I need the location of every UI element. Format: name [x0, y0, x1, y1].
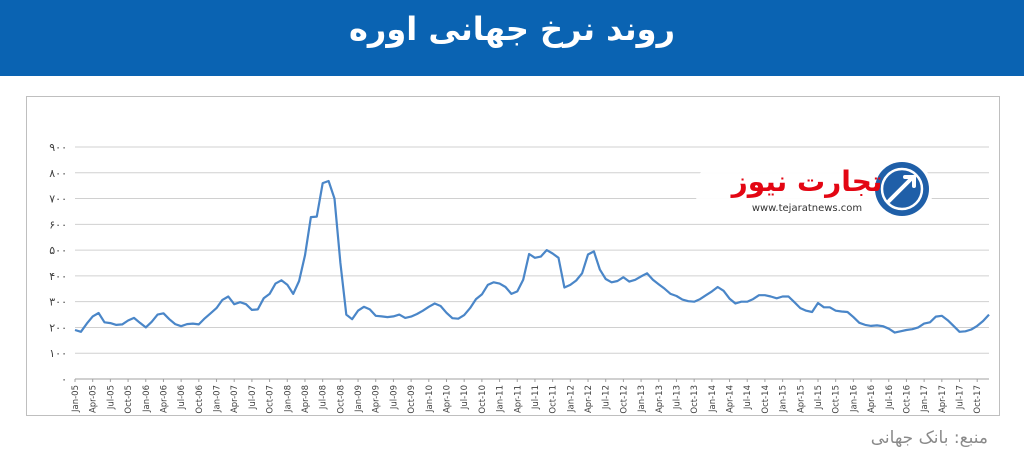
line-chart: ۰ ۱۰۰ ۲۰۰ ۳۰۰ ۴۰۰ ۵۰۰ ۶۰۰ ۷۰۰ ۸۰۰ ۹۰۰ Jan-05 Apr-0… [49, 141, 990, 414]
x-tick-label: Jul-06 [177, 385, 187, 410]
y-tick-label: ۸۰۰ [49, 167, 67, 180]
x-tick-label: Jul-09 [389, 385, 399, 410]
x-tick-label: Jan-11 [496, 385, 506, 413]
x-tick-label: Oct-08 [336, 385, 346, 414]
y-tick-label: ۵۰۰ [49, 244, 67, 257]
y-tick-label: ۴۰۰ [49, 270, 67, 283]
x-tick-label: Oct-05 [124, 385, 134, 414]
x-tick-label: Apr-15 [796, 385, 806, 413]
x-tick-label: Oct-15 [832, 385, 842, 414]
tejaratnews-logo: تجارت نیوز www.tejaratnews.com [695, 160, 933, 220]
x-tick-label: Oct-13 [690, 385, 700, 414]
x-tick-label: Apr-09 [372, 385, 382, 413]
x-tick-label: Apr-11 [513, 385, 523, 413]
x-tick-label: Jul-08 [319, 385, 329, 410]
x-tick-label: Jul-05 [106, 385, 116, 410]
x-tick-label: Jul-12 [602, 385, 612, 410]
x-tick-label: Apr-06 [159, 385, 169, 413]
x-tick-label: Jan-06 [142, 385, 152, 413]
x-tick-label: Apr-05 [89, 385, 99, 413]
grid-lines [75, 146, 989, 380]
x-tick-label: Apr-08 [301, 385, 311, 413]
x-tick-label: Apr-16 [867, 385, 877, 413]
x-tick-label: Apr-10 [442, 385, 452, 413]
x-tick-label: Oct-14 [761, 385, 771, 414]
x-tick-label: Jan-13 [637, 385, 647, 413]
x-tick-label: Oct-17 [973, 385, 983, 414]
y-axis-ticks: ۰ ۱۰۰ ۲۰۰ ۳۰۰ ۴۰۰ ۵۰۰ ۶۰۰ ۷۰۰ ۸۰۰ ۹۰۰ [49, 141, 67, 386]
x-tick-label: Jul-11 [531, 385, 541, 410]
x-tick-label: Apr-17 [938, 385, 948, 413]
x-tick-label: Jan-09 [354, 385, 364, 413]
x-tick-label: Jul-17 [956, 385, 966, 410]
y-tick-label: ۰ [61, 373, 67, 386]
logo-arrow-icon [887, 175, 916, 203]
x-tick-label: Jan-15 [779, 385, 789, 413]
chart-container: ۰ ۱۰۰ ۲۰۰ ۳۰۰ ۴۰۰ ۵۰۰ ۶۰۰ ۷۰۰ ۸۰۰ ۹۰۰ Jan-05 Apr-0… [26, 96, 1000, 416]
logo-name: تجارت نیوز [730, 165, 883, 198]
y-tick-label: ۷۰۰ [49, 193, 67, 206]
x-tick-label: Jul-15 [814, 385, 824, 410]
x-tick-label: Jan-12 [566, 385, 576, 413]
x-tick-label: Jan-07 [213, 385, 223, 413]
page-title: روند نرخ جهانی اوره [349, 10, 675, 48]
logo-url: www.tejaratnews.com [752, 203, 862, 214]
y-tick-label: ۲۰۰ [49, 321, 67, 334]
y-tick-label: ۹۰۰ [49, 141, 67, 154]
x-tick-label: Jul-10 [460, 385, 470, 410]
x-axis-ticks: Jan-05 Apr-05 Jul-05 Oct-05 Jan-06 Apr-06 Jul-… [71, 379, 983, 414]
x-tick-label: Apr-14 [726, 385, 736, 413]
x-tick-label: Apr-07 [230, 385, 240, 413]
logo-ring-icon [880, 167, 924, 211]
x-tick-label: Jan-16 [849, 385, 859, 413]
x-tick-label: Oct-16 [902, 385, 912, 414]
x-tick-label: Apr-13 [655, 385, 665, 413]
x-tick-label: Jan-08 [283, 385, 293, 413]
x-tick-label: Jul-13 [672, 385, 682, 410]
x-tick-label: Jul-14 [743, 385, 753, 410]
x-tick-label: Oct-09 [407, 385, 417, 414]
x-tick-label: Oct-12 [619, 385, 629, 414]
x-tick-label: Jan-05 [71, 385, 81, 413]
series-line [74, 179, 990, 334]
x-tick-label: Oct-10 [478, 385, 488, 414]
y-tick-label: ۳۰۰ [49, 296, 67, 309]
x-tick-label: Jan-14 [708, 385, 718, 413]
x-tick-label: Oct-11 [549, 385, 559, 414]
x-tick-label: Jan-10 [425, 385, 435, 413]
x-tick-label: Jul-16 [885, 385, 895, 410]
header-bar: روند نرخ جهانی اوره [0, 0, 1024, 76]
logo-background [695, 160, 933, 220]
x-tick-label: Apr-12 [584, 385, 594, 413]
x-tick-label: Oct-06 [195, 385, 205, 414]
x-tick-label: Jul-07 [248, 385, 258, 410]
x-tick-label: Oct-07 [266, 385, 276, 414]
x-tick-label: Jan-17 [920, 385, 930, 413]
y-tick-label: ۶۰۰ [49, 218, 67, 231]
y-tick-label: ۱۰۰ [49, 347, 67, 360]
source-note: منبع: بانک جهانی [870, 428, 988, 448]
